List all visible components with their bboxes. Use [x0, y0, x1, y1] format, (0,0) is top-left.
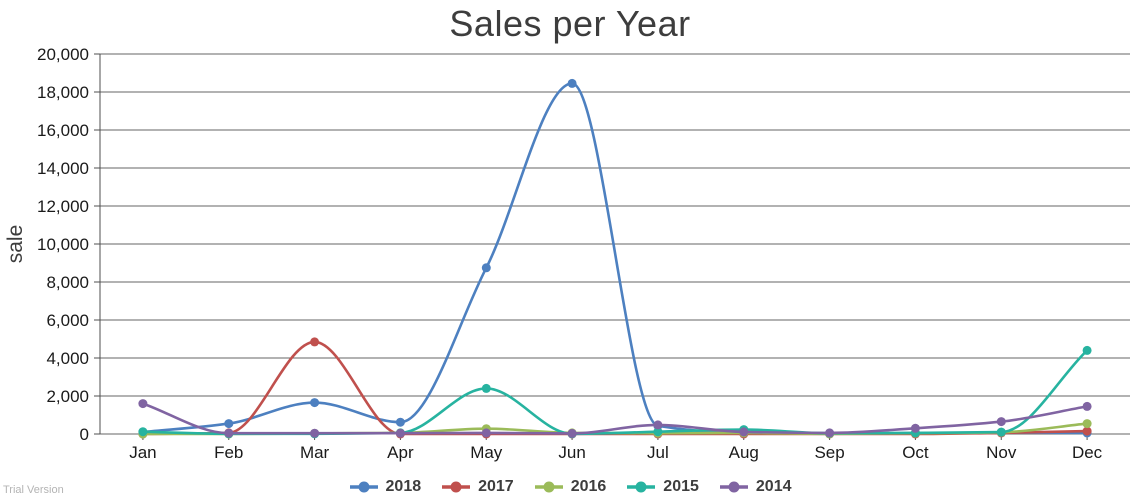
series-line-2015	[141, 349, 1089, 436]
x-tick-label: Feb	[214, 443, 243, 462]
data-point-2014-Dec[interactable]	[1082, 401, 1092, 411]
legend-item-2014[interactable]: 2014	[719, 478, 792, 496]
legend-label: 2016	[570, 478, 607, 495]
data-point-2016-Dec[interactable]	[1082, 419, 1092, 429]
data-point-2014-Mar[interactable]	[310, 428, 320, 438]
series-line-2018	[141, 82, 1089, 435]
y-tick-label: 20,000	[37, 45, 89, 64]
x-tick-label: Mar	[300, 443, 330, 462]
legend-marker-icon	[627, 481, 656, 493]
y-tick-label: 4,000	[46, 349, 89, 368]
legend-marker-icon	[442, 481, 471, 493]
legend-label: 2018	[385, 478, 422, 495]
y-tick-label: 0	[80, 425, 89, 444]
data-point-2014-Jun[interactable]	[567, 428, 577, 438]
x-tick-label: Oct	[902, 443, 929, 462]
data-point-2018-May[interactable]	[481, 263, 491, 273]
data-point-2014-Jul[interactable]	[653, 420, 663, 430]
x-tick-label: Apr	[387, 443, 414, 462]
x-tick-label: Aug	[729, 443, 759, 462]
legend-label: 2017	[478, 478, 514, 495]
legend-item-2018[interactable]: 2018	[349, 478, 422, 496]
legend: 2018 2017 2016 2015 2014	[0, 476, 1140, 498]
series-line-2017	[141, 340, 1089, 436]
y-tick-label: 10,000	[37, 235, 89, 254]
x-tick-label: Jul	[647, 443, 669, 462]
legend-item-2016[interactable]: 2016	[534, 478, 607, 496]
x-tick-label: May	[470, 443, 503, 462]
data-point-2015-Jul[interactable]	[653, 427, 663, 437]
y-tick-label: 14,000	[37, 159, 89, 178]
series-line-2014	[141, 402, 1089, 435]
x-tick-label: Dec	[1072, 443, 1103, 462]
data-point-2018-Jun[interactable]	[567, 78, 577, 88]
legend-label: 2015	[663, 478, 699, 495]
y-tick-label: 12,000	[37, 197, 89, 216]
data-point-2018-Feb[interactable]	[224, 419, 234, 429]
legend-item-2017[interactable]: 2017	[441, 478, 514, 496]
data-point-2015-Nov[interactable]	[996, 427, 1006, 437]
data-point-2014-Jan[interactable]	[138, 399, 148, 409]
data-point-2014-Aug[interactable]	[739, 427, 749, 437]
trial-version-label: Trial Version	[3, 484, 64, 496]
y-tick-label: 8,000	[46, 273, 89, 292]
legend-marker-icon	[534, 481, 563, 493]
data-point-2014-Sep[interactable]	[825, 428, 835, 438]
data-point-2014-Feb[interactable]	[224, 428, 234, 438]
data-point-2014-Oct[interactable]	[910, 423, 920, 433]
y-axis-title: sale	[4, 225, 27, 264]
data-point-2015-May[interactable]	[481, 383, 491, 393]
data-point-2017-Dec[interactable]	[1082, 426, 1092, 436]
data-point-2017-Mar[interactable]	[310, 337, 320, 347]
data-point-2014-Nov[interactable]	[996, 417, 1006, 427]
data-point-2018-Apr[interactable]	[395, 417, 405, 427]
x-tick-label: Jan	[129, 443, 156, 462]
legend-marker-icon	[719, 481, 748, 493]
chart-title: Sales per Year	[449, 3, 691, 44]
x-tick-label: Sep	[814, 443, 844, 462]
y-tick-label: 16,000	[37, 121, 89, 140]
x-tick-label: Jun	[558, 443, 585, 462]
y-tick-label: 2,000	[46, 387, 89, 406]
data-point-2014-May[interactable]	[481, 428, 491, 438]
y-tick-label: 6,000	[46, 311, 89, 330]
data-point-2015-Jan[interactable]	[138, 427, 148, 437]
legend-marker-icon	[349, 481, 378, 493]
legend-item-2015[interactable]: 2015	[626, 478, 699, 496]
legend-label: 2014	[755, 478, 792, 495]
x-tick-label: Nov	[986, 443, 1017, 462]
y-tick-label: 18,000	[37, 83, 89, 102]
data-point-2015-Dec[interactable]	[1082, 345, 1092, 355]
data-point-2014-Apr[interactable]	[395, 428, 405, 438]
data-point-2018-Mar[interactable]	[310, 398, 320, 408]
